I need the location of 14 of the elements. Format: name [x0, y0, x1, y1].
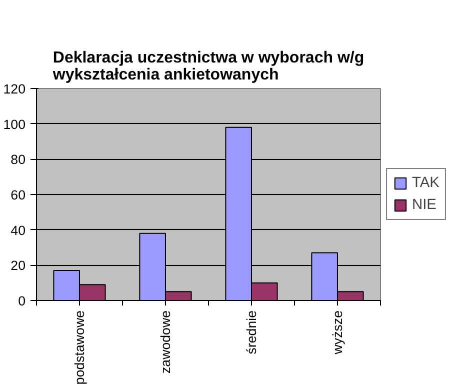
- legend-label: TAK: [412, 175, 440, 191]
- x-tick-label: zawodowe: [158, 310, 173, 374]
- x-tick-label: średnie: [244, 310, 259, 354]
- y-tick-label: 20: [10, 258, 26, 274]
- y-tick-label: 100: [3, 116, 26, 132]
- chart-title: Deklaracja uczestnictwa w wyborach w/g wykształcenia ankietowanych: [52, 50, 364, 84]
- x-tick-label: wyższe: [330, 310, 345, 356]
- y-tick-label: 120: [3, 82, 26, 96]
- y-tick-label: 0: [18, 294, 26, 308]
- y-tick-label: 80: [10, 152, 26, 168]
- x-tick-label: podstawowe: [72, 310, 87, 385]
- legend-label: NIE: [412, 197, 436, 213]
- y-tick-label: 40: [10, 222, 26, 238]
- y-tick-label: 60: [10, 188, 26, 202]
